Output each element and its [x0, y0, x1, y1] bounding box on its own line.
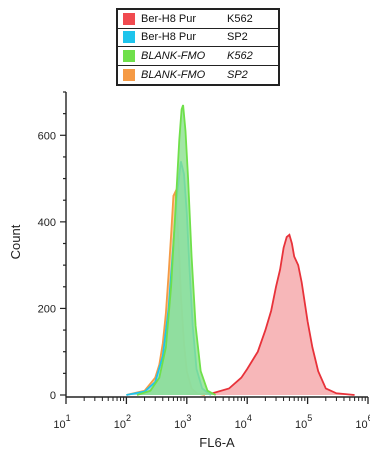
legend-swatch: [123, 12, 135, 25]
legend-row: Ber-H8 Pur SP2: [118, 29, 278, 47]
series-area: [137, 105, 216, 395]
x-tick-label: 103: [174, 413, 191, 431]
legend-swatch: [123, 31, 135, 44]
series-outline: [186, 233, 355, 396]
series-outline: [136, 104, 217, 396]
series-layer: [126, 104, 355, 396]
legend-swatch: [123, 49, 135, 62]
x-tick-label: 106: [355, 413, 370, 431]
x-tick-label: 105: [295, 413, 312, 431]
legend-cell-line: K562: [227, 49, 253, 62]
legend-antibody: BLANK-FMO: [141, 68, 206, 81]
legend-antibody: Ber-H8 Pur: [141, 12, 197, 25]
x-axis-label: FL6-A: [199, 435, 235, 450]
x-tick-label: 102: [114, 413, 131, 431]
legend-row: BLANK-FMO SP2: [118, 66, 278, 85]
legend-row: BLANK-FMO K562: [118, 47, 278, 66]
axes-layer: 0 200 400 600 101 102 103 104 105 106: [38, 91, 370, 431]
x-tick-label: 101: [53, 413, 70, 431]
x-tick-label: 104: [235, 413, 252, 431]
legend-swatch: [123, 68, 135, 81]
legend-cell-line: SP2: [227, 68, 248, 81]
y-tick-label: 400: [38, 217, 56, 229]
legend: Ber-H8 Pur K562 Ber-H8 Pur SP2 BLANK-FMO…: [116, 8, 280, 86]
legend-row: Ber-H8 Pur K562: [118, 10, 278, 29]
y-tick-label: 0: [50, 390, 56, 402]
y-tick-label: 600: [38, 130, 56, 142]
legend-cell-line: K562: [227, 12, 253, 25]
legend-antibody: Ber-H8 Pur: [141, 31, 197, 44]
y-axis-label: Count: [8, 224, 23, 259]
legend-antibody: BLANK-FMO: [141, 49, 206, 62]
y-tick-label: 200: [38, 303, 56, 315]
legend-cell-line: SP2: [227, 31, 248, 44]
